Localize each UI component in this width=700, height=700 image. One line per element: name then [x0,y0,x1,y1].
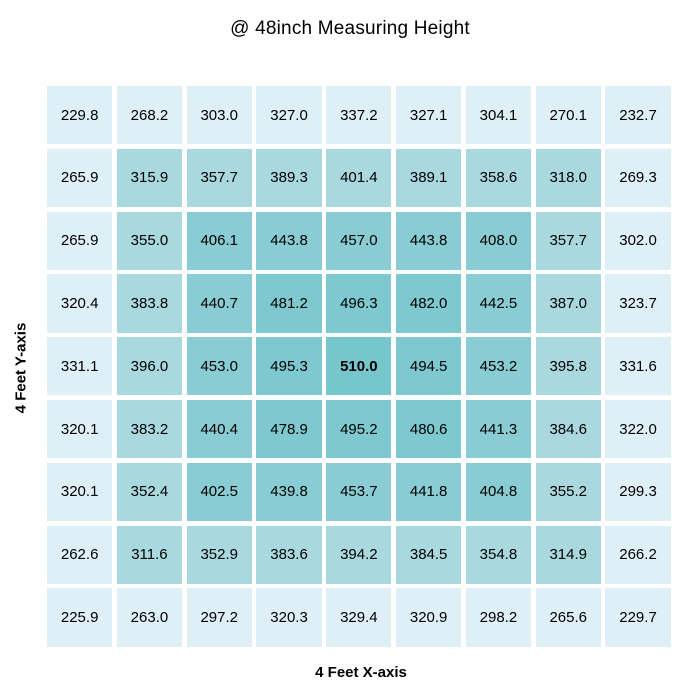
heatmap-cell: 352.9 [186,525,252,584]
heatmap-cell: 440.4 [186,399,252,459]
heatmap-cell: 396.0 [116,337,183,396]
heatmap-cell: 404.8 [465,462,532,522]
heatmap-cell: 357.7 [535,211,601,270]
heatmap-cell: 265.9 [47,148,113,208]
heatmap-cell: 383.2 [116,399,183,459]
heatmap-cell: 265.6 [535,588,601,647]
heatmap-cell: 304.1 [465,86,532,145]
heatmap-cell: 354.8 [465,525,532,584]
heatmap-cell: 510.0 [326,337,392,396]
heatmap-cell: 389.3 [256,148,322,208]
heatmap-cell: 443.8 [395,211,462,270]
heatmap-cell: 402.5 [186,462,252,522]
heatmap-cell: 482.0 [395,274,462,333]
heatmap-cell: 401.4 [326,148,392,208]
heatmap-cell: 311.6 [116,525,183,584]
heatmap-cell: 406.1 [186,211,252,270]
heatmap-cell: 384.6 [535,399,601,459]
heatmap-cell: 495.2 [326,399,392,459]
heatmap-cell: 480.6 [395,399,462,459]
heatmap-cell: 327.0 [256,86,322,145]
heatmap-cell: 314.9 [535,525,601,584]
heatmap-cell: 440.7 [186,274,252,333]
heatmap-cell: 395.8 [535,337,601,396]
heatmap-cell: 268.2 [116,86,183,145]
heatmap-cell: 320.9 [395,588,462,647]
heatmap-cell: 320.4 [47,274,113,333]
heatmap-cell: 269.3 [605,148,671,208]
heatmap-cell: 383.6 [256,525,322,584]
chart-title: @ 48inch Measuring Height [230,18,470,39]
heatmap-cell: 265.9 [47,211,113,270]
heatmap-cell: 299.3 [605,462,671,522]
heatmap-cell: 383.8 [116,274,183,333]
heatmap-cell: 302.0 [605,211,671,270]
heatmap-cell: 453.0 [186,337,252,396]
heatmap-cell: 315.9 [116,148,183,208]
heatmap-cell: 443.8 [256,211,322,270]
heatmap-cell: 496.3 [326,274,392,333]
heatmap-cell: 441.3 [465,399,532,459]
heatmap-cell: 358.6 [465,148,532,208]
heatmap-cell: 387.0 [535,274,601,333]
heatmap-grid: 229.8 268.2 303.0 327.0 337.2 327.1 304.1 270.1… [47,86,671,647]
heatmap-cell: 322.0 [605,399,671,459]
heatmap-cell: 318.0 [535,148,601,208]
heatmap-cell: 453.2 [465,337,532,396]
heatmap-cell: 320.3 [256,588,322,647]
heatmap-cell: 408.0 [465,211,532,270]
heatmap-cell: 270.1 [535,86,601,145]
heatmap-cell: 297.2 [186,588,252,647]
heatmap-cell: 323.7 [605,274,671,333]
heatmap-cell: 352.4 [116,462,183,522]
heatmap-cell: 327.1 [395,86,462,145]
heatmap-cell: 225.9 [47,588,113,647]
heatmap-cell: 320.1 [47,462,113,522]
heatmap-cell: 320.1 [47,399,113,459]
heatmap-cell: 357.7 [186,148,252,208]
heatmap-cell: 337.2 [326,86,392,145]
heatmap-cell: 329.4 [326,588,392,647]
heatmap-cell: 494.5 [395,337,462,396]
heatmap-cell: 495.3 [256,337,322,396]
heatmap-cell: 232.7 [605,86,671,145]
heatmap-cell: 331.6 [605,337,671,396]
heatmap-cell: 298.2 [465,588,532,647]
heatmap-cell: 263.0 [116,588,183,647]
heatmap-cell: 453.7 [326,462,392,522]
heatmap-cell: 303.0 [186,86,252,145]
heatmap-cell: 441.8 [395,462,462,522]
heatmap-cell: 394.2 [326,525,392,584]
x-axis-label: 4 Feet X-axis [315,664,407,681]
heatmap-cell: 266.2 [605,525,671,584]
heatmap-cell: 442.5 [465,274,532,333]
heatmap-cell: 457.0 [326,211,392,270]
heatmap-cell: 478.9 [256,399,322,459]
heatmap-cell: 229.8 [47,86,113,145]
heatmap-cell: 262.6 [47,525,113,584]
heatmap-cell: 355.0 [116,211,183,270]
heatmap-cell: 331.1 [47,337,113,396]
heatmap-cell: 384.5 [395,525,462,584]
heatmap-cell: 389.1 [395,148,462,208]
heatmap-cell: 229.7 [605,588,671,647]
heatmap-cell: 439.8 [256,462,322,522]
heatmap-cell: 481.2 [256,274,322,333]
y-axis-label: 4 Feet Y-axis [12,322,30,414]
heatmap-cell: 355.2 [535,462,601,522]
